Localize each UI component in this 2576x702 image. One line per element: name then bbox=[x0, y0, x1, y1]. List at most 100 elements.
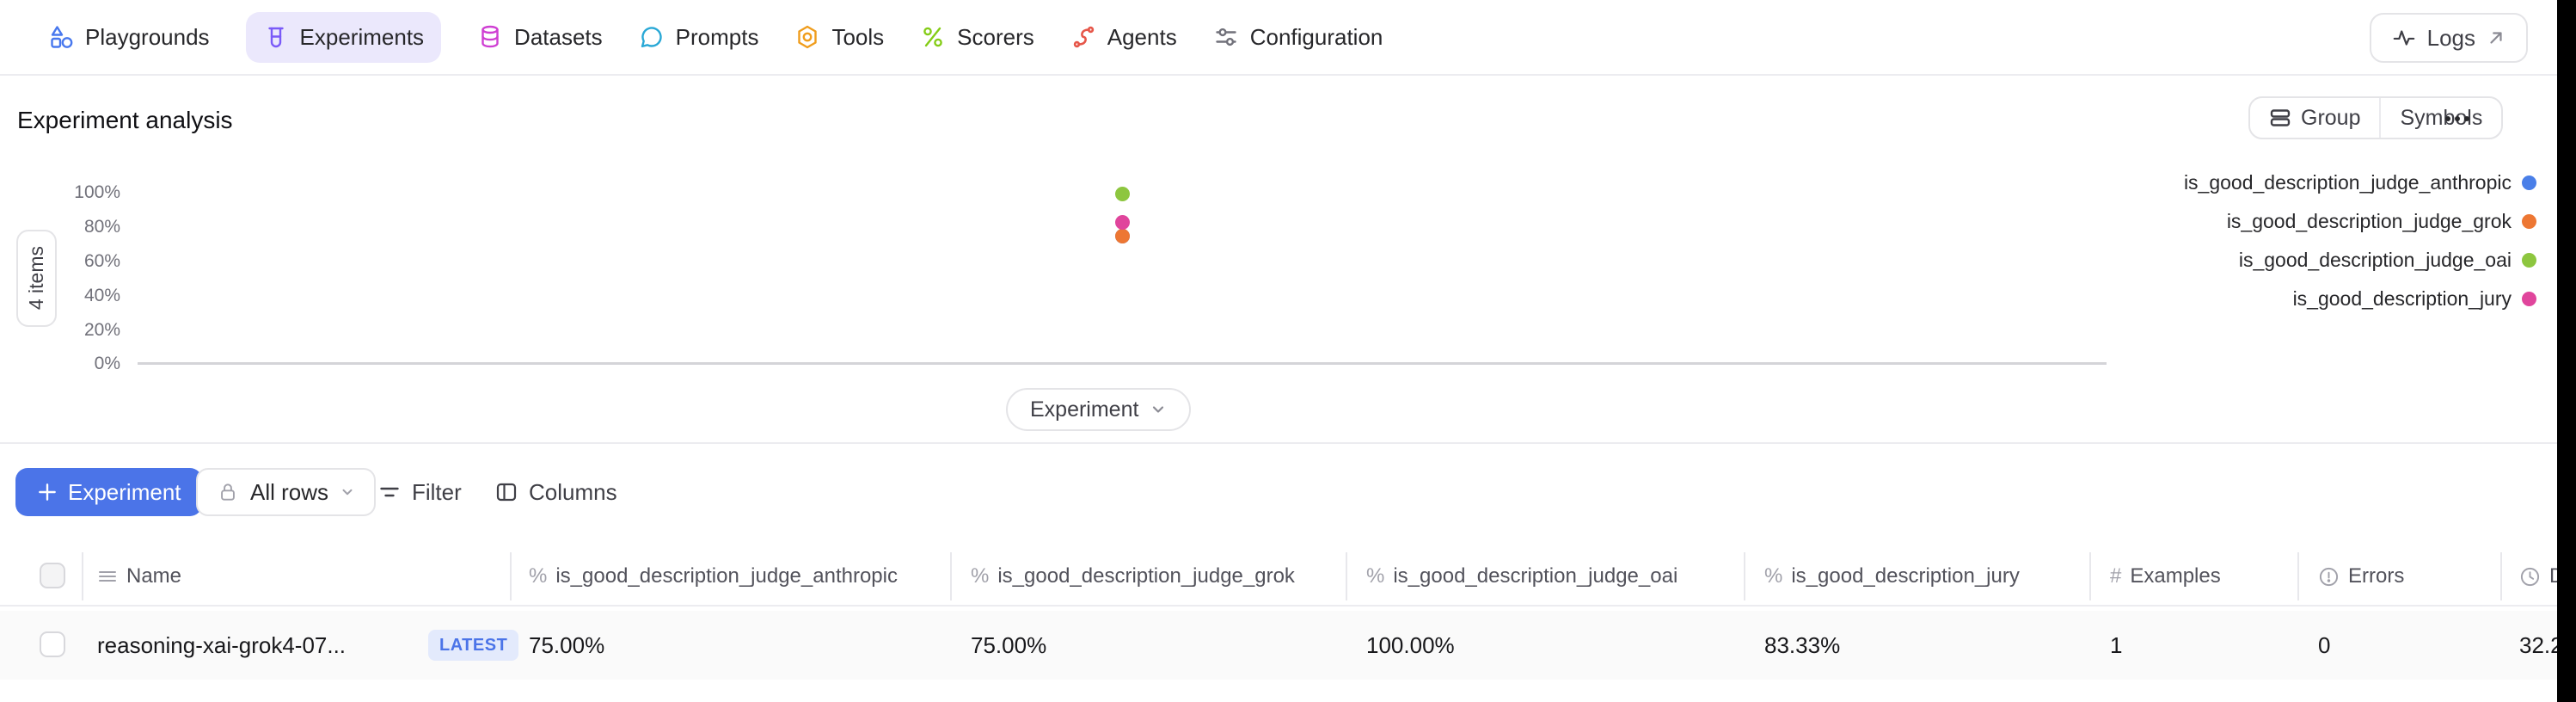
column-divider[interactable] bbox=[82, 552, 83, 600]
playgrounds-icon bbox=[51, 26, 73, 48]
nav-item-label: Scorers bbox=[957, 23, 1034, 50]
legend-dot-icon bbox=[2522, 252, 2536, 268]
filter-icon bbox=[380, 487, 399, 497]
column-header-label: is_good_description_judge_oai bbox=[1393, 564, 1678, 588]
column-divider[interactable] bbox=[950, 552, 952, 600]
nav-item-configuration[interactable]: Configuration bbox=[1213, 24, 1383, 51]
segment-divider bbox=[2379, 98, 2382, 138]
column-header-label: is_good_description_judge_anthropic bbox=[555, 564, 898, 588]
percent-icon: % bbox=[971, 564, 990, 588]
group-rows-icon bbox=[2270, 109, 2291, 126]
nav-item-tools[interactable]: Tools bbox=[794, 24, 884, 51]
plus-icon bbox=[39, 483, 56, 501]
select-all-checkbox[interactable] bbox=[40, 563, 65, 588]
legend-item[interactable]: is_good_description_judge_grok bbox=[2227, 208, 2536, 234]
column-divider[interactable] bbox=[2089, 552, 2091, 600]
lock-icon bbox=[221, 483, 235, 501]
nav-item-playgrounds[interactable]: Playgrounds bbox=[48, 24, 210, 51]
legend-dot-icon bbox=[2522, 175, 2536, 190]
nav-item-agents[interactable]: Agents bbox=[1070, 24, 1177, 51]
latest-badge: LATEST bbox=[428, 630, 519, 661]
rows-filter-label: All rows bbox=[250, 478, 329, 505]
legend-item[interactable]: is_good_description_judge_anthropic bbox=[2184, 169, 2536, 195]
filter-button[interactable]: Filter bbox=[378, 468, 462, 516]
column-header-examples[interactable]: # Examples bbox=[2110, 546, 2221, 607]
datasets-icon bbox=[481, 25, 499, 48]
percent-icon: % bbox=[529, 564, 548, 588]
legend-label: is_good_description_jury bbox=[2292, 286, 2512, 310]
legend-label: is_good_description_judge_oai bbox=[2238, 248, 2512, 271]
nav-item-scorers[interactable]: Scorers bbox=[920, 24, 1034, 51]
cell-experiment-name[interactable]: reasoning-xai-grok4-07... bbox=[97, 631, 347, 658]
activity-pulse-icon bbox=[2393, 30, 2414, 46]
legend-item[interactable]: is_good_description_jury bbox=[2293, 286, 2536, 311]
legend-dot-icon bbox=[2522, 291, 2536, 306]
column-header-jury[interactable]: % is_good_description_jury bbox=[1764, 546, 2020, 607]
column-header-judge-grok[interactable]: % is_good_description_judge_grok bbox=[971, 546, 1295, 607]
columns-icon bbox=[496, 483, 517, 502]
alert-circle-icon bbox=[2319, 567, 2339, 586]
column-header-label: is_good_description_judge_grok bbox=[997, 564, 1295, 588]
column-divider[interactable] bbox=[510, 552, 512, 600]
chart-point-grok[interactable] bbox=[1115, 229, 1130, 243]
add-experiment-button[interactable]: Experiment bbox=[15, 468, 202, 516]
column-divider[interactable] bbox=[2500, 552, 2502, 600]
group-button[interactable]: Group bbox=[2250, 98, 2379, 138]
nav-item-label: Prompts bbox=[675, 23, 759, 50]
chart-point-oai[interactable] bbox=[1115, 186, 1130, 201]
row-checkbox[interactable] bbox=[40, 631, 65, 657]
nav-item-label: Configuration bbox=[1249, 23, 1383, 50]
agents-icon bbox=[1073, 26, 1094, 48]
logs-button-label: Logs bbox=[2426, 24, 2475, 51]
chevron-down-icon bbox=[342, 489, 353, 496]
ellipsis-icon bbox=[2445, 116, 2450, 121]
items-count-badge[interactable]: 4 items bbox=[16, 230, 57, 327]
x-axis-baseline bbox=[138, 362, 2107, 365]
columns-button[interactable]: Columns bbox=[495, 468, 617, 516]
column-header-label: Name bbox=[126, 564, 182, 588]
chevron-down-icon bbox=[1153, 406, 1164, 413]
columns-button-label: Columns bbox=[529, 478, 617, 505]
y-axis-tick: 100% bbox=[74, 182, 120, 202]
cell-judge-anthropic: 75.00% bbox=[529, 631, 605, 658]
x-axis-dimension-selector[interactable]: Experiment bbox=[1006, 388, 1192, 431]
nav-item-label: Agents bbox=[1107, 23, 1177, 50]
cell-judge-grok: 75.00% bbox=[971, 631, 1047, 658]
table-header: Name % is_good_description_judge_anthrop… bbox=[0, 546, 2576, 607]
column-header-label: is_good_description_jury bbox=[1791, 564, 2020, 588]
column-header-judge-anthropic[interactable]: % is_good_description_judge_anthropic bbox=[529, 546, 898, 607]
nav-item-datasets[interactable]: Datasets bbox=[477, 24, 603, 51]
y-axis-tick: 80% bbox=[83, 217, 120, 237]
column-header-errors[interactable]: Errors bbox=[2318, 546, 2404, 607]
prompts-icon bbox=[641, 27, 662, 48]
filter-button-label: Filter bbox=[412, 478, 462, 505]
column-header-name[interactable]: Name bbox=[97, 546, 181, 607]
percent-icon: % bbox=[1764, 564, 1783, 588]
hash-icon: # bbox=[2110, 564, 2122, 588]
legend-item[interactable]: is_good_description_judge_oai bbox=[2239, 247, 2536, 273]
column-divider[interactable] bbox=[1744, 552, 1745, 600]
group-button-label: Group bbox=[2301, 105, 2361, 130]
screen-edge-strip bbox=[2557, 0, 2576, 702]
x-axis-selector-label: Experiment bbox=[1030, 397, 1139, 422]
cell-judge-oai: 100.00% bbox=[1366, 631, 1455, 658]
nav-item-experiments[interactable]: Experiments bbox=[245, 11, 442, 63]
logs-button[interactable]: Logs bbox=[2369, 13, 2528, 63]
nav-item-label: Experiments bbox=[299, 23, 425, 50]
table-row[interactable]: reasoning-xai-grok4-07... LATEST 75.00% … bbox=[0, 611, 2576, 680]
section-divider bbox=[0, 442, 2576, 444]
y-axis-tick: 60% bbox=[83, 251, 120, 271]
cell-errors: 0 bbox=[2318, 631, 2331, 658]
top-navigation: Playgrounds Experiments Datasets Prompts… bbox=[0, 0, 2576, 76]
column-header-judge-oai[interactable]: % is_good_description_judge_oai bbox=[1366, 546, 1677, 607]
rows-filter-dropdown[interactable]: All rows bbox=[196, 468, 377, 516]
column-divider[interactable] bbox=[1346, 552, 1347, 600]
clock-icon bbox=[2520, 567, 2540, 586]
experiments-icon bbox=[267, 27, 284, 48]
chart-point-jury[interactable] bbox=[1115, 214, 1130, 230]
nav-item-prompts[interactable]: Prompts bbox=[639, 23, 759, 51]
more-options-button[interactable] bbox=[2438, 100, 2476, 138]
y-axis-tick: 20% bbox=[83, 320, 120, 340]
nav-item-label: Tools bbox=[831, 23, 885, 50]
column-divider[interactable] bbox=[2297, 552, 2299, 600]
